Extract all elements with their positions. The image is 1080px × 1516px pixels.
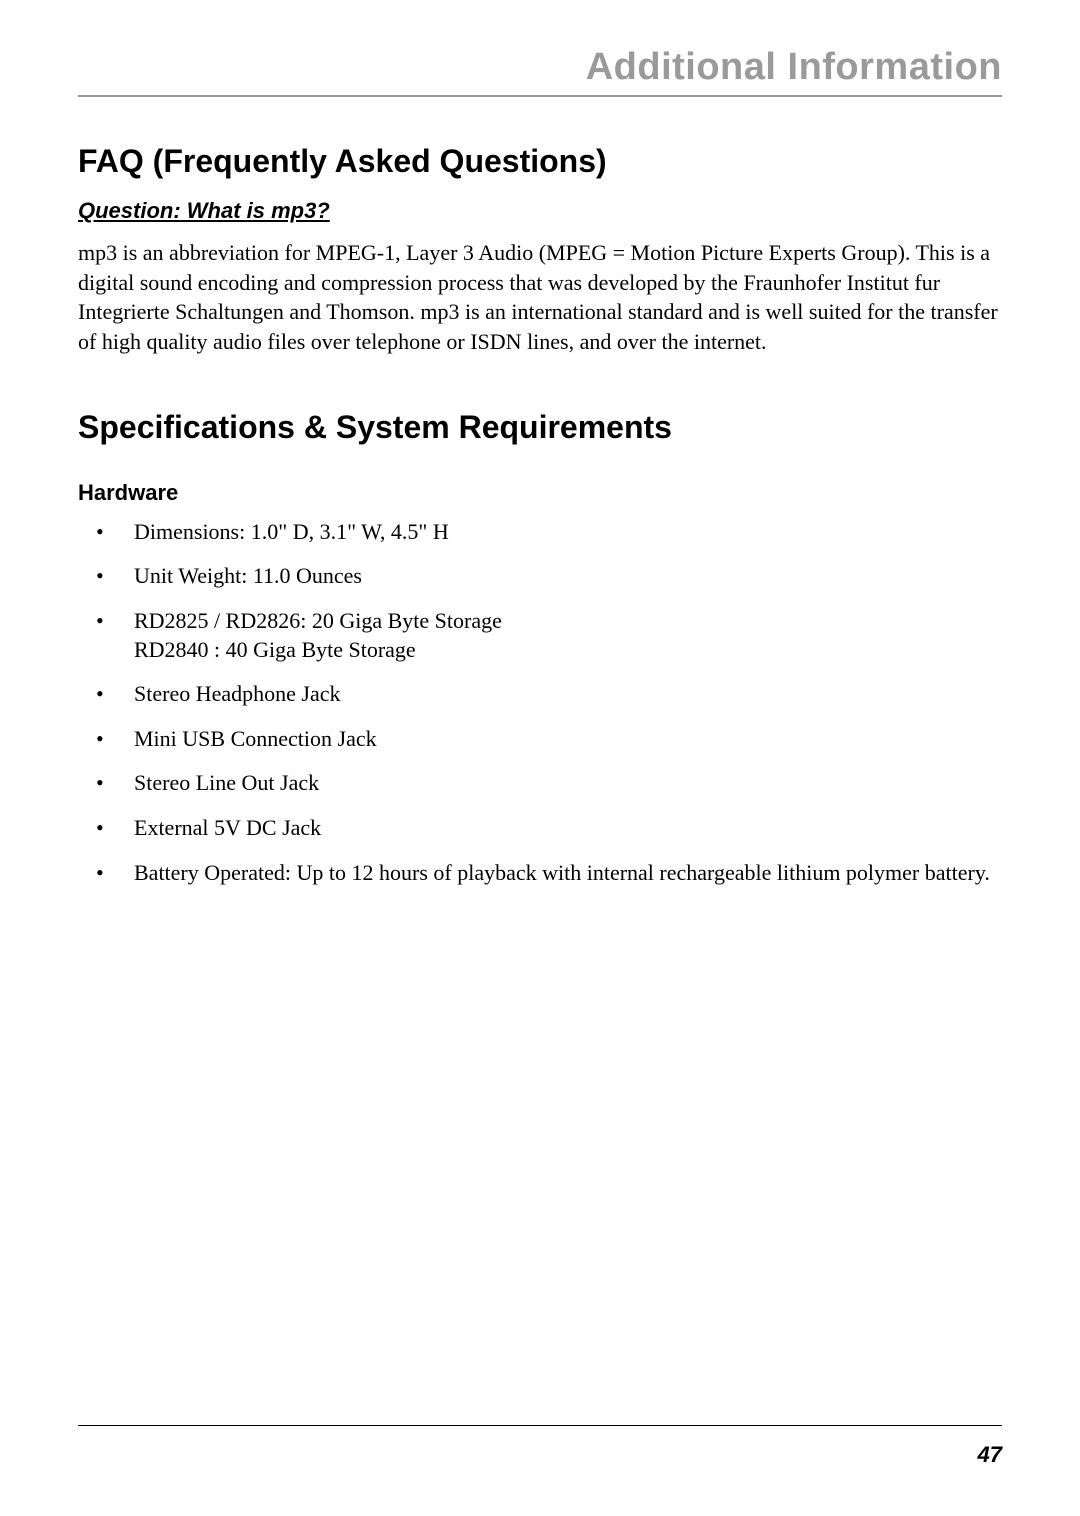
faq-answer: mp3 is an abbreviation for MPEG-1, Layer… xyxy=(78,238,1002,357)
page-number: 47 xyxy=(978,1442,1002,1468)
list-item: Dimensions: 1.0" D, 3.1" W, 4.5" H xyxy=(78,518,1002,547)
list-item: Battery Operated: Up to 12 hours of play… xyxy=(78,859,1002,888)
list-item: Stereo Line Out Jack xyxy=(78,769,1002,798)
list-item: Mini USB Connection Jack xyxy=(78,725,1002,754)
list-item: Stereo Headphone Jack xyxy=(78,680,1002,709)
footer-rule xyxy=(78,1425,1002,1426)
list-item: External 5V DC Jack xyxy=(78,814,1002,843)
list-item: Unit Weight: 11.0 Ounces xyxy=(78,562,1002,591)
hardware-spec-list: Dimensions: 1.0" D, 3.1" W, 4.5" H Unit … xyxy=(78,518,1002,887)
document-page: Additional Information FAQ (Frequently A… xyxy=(0,0,1080,943)
faq-heading: FAQ (Frequently Asked Questions) xyxy=(78,143,1002,180)
faq-question: Question: What is mp3? xyxy=(78,198,1002,224)
specs-heading: Specifications & System Requirements xyxy=(78,409,1002,446)
page-header-title: Additional Information xyxy=(78,46,1002,97)
hardware-subheading: Hardware xyxy=(78,480,1002,506)
list-item: RD2825 / RD2826: 20 Giga Byte StorageRD2… xyxy=(78,607,1002,664)
